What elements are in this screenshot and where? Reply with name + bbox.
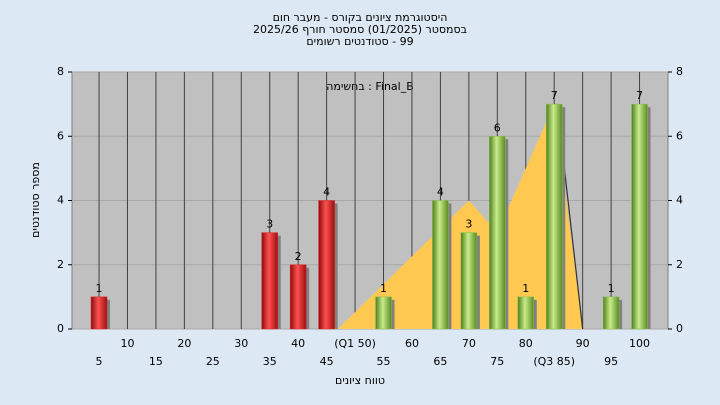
value-label: 1 (608, 282, 615, 295)
title: היסטוגרמת ציונים בקורס - מעבר חום (273, 11, 448, 24)
x-tick-label: 100 (629, 337, 650, 350)
bar (261, 232, 278, 330)
y-tick-label: 8 (57, 65, 64, 78)
x-tick-label: 60 (405, 337, 419, 350)
y2-tick-label: 0 (676, 322, 683, 335)
bar (318, 200, 335, 330)
x-tick-label: 5 (96, 355, 103, 368)
bar (545, 103, 563, 330)
value-label: 7 (636, 89, 643, 102)
bar (631, 103, 648, 330)
area (337, 104, 583, 329)
x-tick-label: 70 (462, 337, 476, 350)
value-label: 3 (465, 218, 472, 231)
x-tick-label: 80 (519, 337, 533, 350)
value-label: 1 (380, 282, 387, 295)
y2-tick-label: 6 (676, 129, 683, 142)
value-label: 1 (522, 282, 529, 295)
value-label: 7 (551, 89, 558, 102)
y-axis-label: מספר סטודנטים (29, 162, 42, 238)
title: בסמסטר (01/2025) סמסטר חורף 2025/26 (253, 23, 467, 36)
y2-tick-label: 4 (676, 194, 683, 207)
x-tick-label: 15 (149, 355, 163, 368)
x-tick-label: 95 (604, 355, 618, 368)
y-tick-label: 4 (57, 194, 64, 207)
annotation: Final_B : בחשימה (326, 80, 414, 93)
title: 99 - סטודנטים רשומים (306, 35, 413, 48)
value-label: 2 (295, 250, 302, 263)
bar (289, 264, 307, 330)
y2-tick-label: 8 (676, 65, 683, 78)
value-label: 1 (96, 282, 103, 295)
x-tick-label: 40 (291, 337, 305, 350)
x-tick-label: 30 (234, 337, 248, 350)
x-tick-label: 55 (377, 355, 391, 368)
x-tick-label: 35 (263, 355, 277, 368)
x-tick-label: 45 (320, 355, 334, 368)
x-tick-label: 20 (177, 337, 191, 350)
x-tick-label: 65 (433, 355, 447, 368)
y-tick-label: 6 (57, 129, 64, 142)
y-tick-label: 2 (57, 258, 64, 271)
bar (432, 200, 449, 330)
bar (460, 232, 478, 330)
y2-tick-label: 2 (676, 258, 683, 271)
x-tick-label: 75 (490, 355, 504, 368)
y-tick-label: 0 (57, 322, 64, 335)
value-label: 4 (437, 186, 444, 199)
bar (489, 136, 506, 330)
x-tick-label: 25 (206, 355, 220, 368)
value-label: 4 (323, 186, 330, 199)
x-tick-label: (Q3 85) (533, 355, 575, 368)
bar (602, 296, 620, 330)
bar (375, 296, 392, 330)
x-axis-label: טווח ציונים (335, 374, 385, 387)
value-label: 3 (266, 218, 273, 231)
value-label: 6 (494, 121, 501, 134)
x-tick-label: (Q1 50) (334, 337, 376, 350)
x-tick-label: 90 (576, 337, 590, 350)
x-tick-label: 10 (120, 337, 134, 350)
bar (517, 296, 535, 330)
bar (90, 296, 108, 330)
